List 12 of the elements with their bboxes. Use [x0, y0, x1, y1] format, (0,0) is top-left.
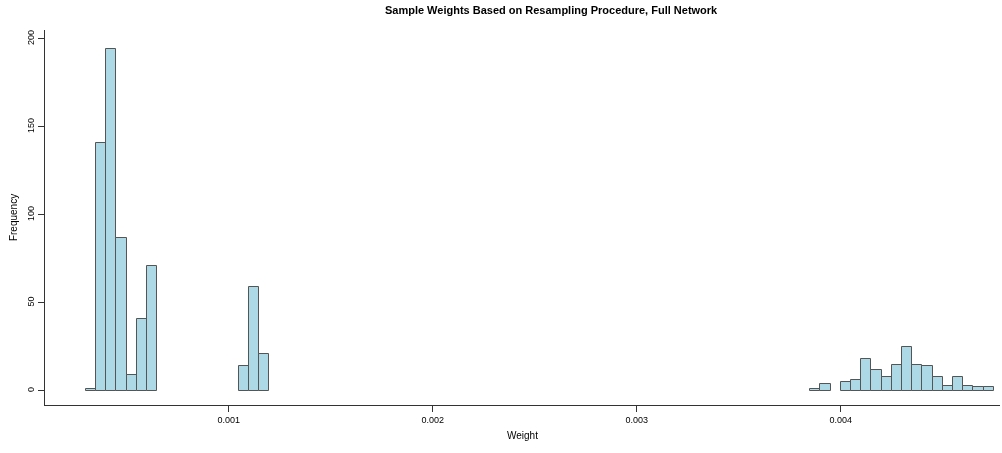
x-axis-title: Weight [507, 430, 539, 442]
y-tick-label: 150 [26, 117, 37, 133]
y-tick-label: 50 [26, 296, 37, 307]
y-tick-label: 100 [26, 205, 37, 222]
y-axis-title: Frequency [8, 193, 20, 242]
y-tick-label: 0 [26, 387, 37, 393]
x-tick-label: 0.001 [217, 414, 240, 425]
x-tick-label: 0.004 [829, 414, 853, 425]
x-tick-label: 0.002 [421, 414, 444, 425]
y-tick-label: 200 [26, 29, 37, 45]
chart-title: Sample Weights Based on Resampling Procedure, Full Network [384, 4, 719, 17]
x-tick-label: 0.003 [625, 414, 649, 425]
